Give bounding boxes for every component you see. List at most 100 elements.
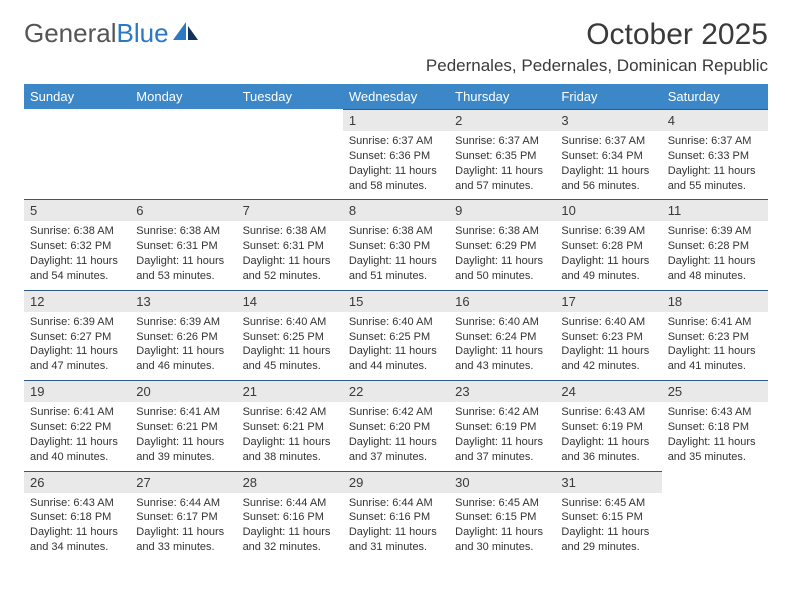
day-sunset: Sunset: 6:25 PM	[349, 330, 443, 345]
day-details: Sunrise: 6:44 AMSunset: 6:16 PMDaylight:…	[343, 493, 449, 561]
day-details: Sunrise: 6:42 AMSunset: 6:20 PMDaylight:…	[343, 402, 449, 470]
day-sunrise: Sunrise: 6:44 AM	[243, 496, 337, 511]
calendar-cell: 6Sunrise: 6:38 AMSunset: 6:31 PMDaylight…	[130, 199, 236, 289]
day-number: 14	[237, 290, 343, 312]
day-number: 13	[130, 290, 236, 312]
day-sunrise: Sunrise: 6:43 AM	[668, 405, 762, 420]
day-number: 5	[24, 199, 130, 221]
calendar-cell: 9Sunrise: 6:38 AMSunset: 6:29 PMDaylight…	[449, 199, 555, 289]
day-number: 4	[662, 109, 768, 131]
day-details: Sunrise: 6:42 AMSunset: 6:19 PMDaylight:…	[449, 402, 555, 470]
day-sunset: Sunset: 6:17 PM	[136, 510, 230, 525]
day-details: Sunrise: 6:44 AMSunset: 6:17 PMDaylight:…	[130, 493, 236, 561]
day-daylight: Daylight: 11 hours and 45 minutes.	[243, 344, 337, 374]
day-sunrise: Sunrise: 6:43 AM	[561, 405, 655, 420]
day-sunrise: Sunrise: 6:41 AM	[30, 405, 124, 420]
day-sunset: Sunset: 6:27 PM	[30, 330, 124, 345]
day-number: 2	[449, 109, 555, 131]
day-number: 10	[555, 199, 661, 221]
day-sunset: Sunset: 6:36 PM	[349, 149, 443, 164]
calendar-cell: 7Sunrise: 6:38 AMSunset: 6:31 PMDaylight…	[237, 199, 343, 289]
day-sunset: Sunset: 6:28 PM	[561, 239, 655, 254]
day-sunrise: Sunrise: 6:42 AM	[243, 405, 337, 420]
day-daylight: Daylight: 11 hours and 43 minutes.	[455, 344, 549, 374]
day-sunset: Sunset: 6:31 PM	[136, 239, 230, 254]
day-daylight: Daylight: 11 hours and 32 minutes.	[243, 525, 337, 555]
weekday-header: Sunday	[24, 84, 130, 109]
day-sunrise: Sunrise: 6:39 AM	[561, 224, 655, 239]
day-details: Sunrise: 6:41 AMSunset: 6:23 PMDaylight:…	[662, 312, 768, 380]
day-daylight: Daylight: 11 hours and 37 minutes.	[455, 435, 549, 465]
day-daylight: Daylight: 11 hours and 37 minutes.	[349, 435, 443, 465]
calendar-table: SundayMondayTuesdayWednesdayThursdayFrid…	[24, 84, 768, 561]
day-number: 1	[343, 109, 449, 131]
day-details: Sunrise: 6:38 AMSunset: 6:31 PMDaylight:…	[130, 221, 236, 289]
calendar-cell: 30Sunrise: 6:45 AMSunset: 6:15 PMDayligh…	[449, 471, 555, 561]
calendar-row: 19Sunrise: 6:41 AMSunset: 6:22 PMDayligh…	[24, 380, 768, 470]
calendar-cell: 25Sunrise: 6:43 AMSunset: 6:18 PMDayligh…	[662, 380, 768, 470]
day-daylight: Daylight: 11 hours and 40 minutes.	[30, 435, 124, 465]
day-number: 3	[555, 109, 661, 131]
day-details: Sunrise: 6:40 AMSunset: 6:25 PMDaylight:…	[237, 312, 343, 380]
day-sunset: Sunset: 6:21 PM	[136, 420, 230, 435]
day-daylight: Daylight: 11 hours and 52 minutes.	[243, 254, 337, 284]
day-number: 26	[24, 471, 130, 493]
calendar-cell: 18Sunrise: 6:41 AMSunset: 6:23 PMDayligh…	[662, 290, 768, 380]
day-details: Sunrise: 6:37 AMSunset: 6:33 PMDaylight:…	[662, 131, 768, 199]
day-sunrise: Sunrise: 6:37 AM	[668, 134, 762, 149]
header: GeneralBlue October 2025 Pedernales, Ped…	[24, 18, 768, 76]
day-details: Sunrise: 6:39 AMSunset: 6:28 PMDaylight:…	[555, 221, 661, 289]
day-details: Sunrise: 6:38 AMSunset: 6:29 PMDaylight:…	[449, 221, 555, 289]
day-daylight: Daylight: 11 hours and 42 minutes.	[561, 344, 655, 374]
day-sunrise: Sunrise: 6:44 AM	[136, 496, 230, 511]
day-sunset: Sunset: 6:24 PM	[455, 330, 549, 345]
day-sunrise: Sunrise: 6:41 AM	[136, 405, 230, 420]
day-sunset: Sunset: 6:32 PM	[30, 239, 124, 254]
calendar-cell: 4Sunrise: 6:37 AMSunset: 6:33 PMDaylight…	[662, 109, 768, 199]
day-daylight: Daylight: 11 hours and 53 minutes.	[136, 254, 230, 284]
day-number: 19	[24, 380, 130, 402]
day-details: Sunrise: 6:44 AMSunset: 6:16 PMDaylight:…	[237, 493, 343, 561]
day-sunrise: Sunrise: 6:42 AM	[349, 405, 443, 420]
day-sunrise: Sunrise: 6:45 AM	[455, 496, 549, 511]
day-details: Sunrise: 6:39 AMSunset: 6:26 PMDaylight:…	[130, 312, 236, 380]
day-sunset: Sunset: 6:29 PM	[455, 239, 549, 254]
day-sunrise: Sunrise: 6:39 AM	[136, 315, 230, 330]
day-details: Sunrise: 6:43 AMSunset: 6:18 PMDaylight:…	[24, 493, 130, 561]
day-daylight: Daylight: 11 hours and 50 minutes.	[455, 254, 549, 284]
day-number: 16	[449, 290, 555, 312]
weekday-header: Wednesday	[343, 84, 449, 109]
day-sunrise: Sunrise: 6:45 AM	[561, 496, 655, 511]
calendar-cell: 15Sunrise: 6:40 AMSunset: 6:25 PMDayligh…	[343, 290, 449, 380]
day-number: 28	[237, 471, 343, 493]
day-details: Sunrise: 6:41 AMSunset: 6:22 PMDaylight:…	[24, 402, 130, 470]
day-details: Sunrise: 6:43 AMSunset: 6:18 PMDaylight:…	[662, 402, 768, 470]
calendar-cell: 27Sunrise: 6:44 AMSunset: 6:17 PMDayligh…	[130, 471, 236, 561]
day-number: 9	[449, 199, 555, 221]
day-number: 31	[555, 471, 661, 493]
day-number: 6	[130, 199, 236, 221]
day-sunset: Sunset: 6:30 PM	[349, 239, 443, 254]
day-sunset: Sunset: 6:19 PM	[455, 420, 549, 435]
weekday-header: Monday	[130, 84, 236, 109]
calendar-cell: 28Sunrise: 6:44 AMSunset: 6:16 PMDayligh…	[237, 471, 343, 561]
day-number: 30	[449, 471, 555, 493]
day-sunset: Sunset: 6:18 PM	[30, 510, 124, 525]
title-block: October 2025 Pedernales, Pedernales, Dom…	[426, 18, 768, 76]
day-sunset: Sunset: 6:15 PM	[455, 510, 549, 525]
weekday-header: Saturday	[662, 84, 768, 109]
day-details: Sunrise: 6:37 AMSunset: 6:36 PMDaylight:…	[343, 131, 449, 199]
calendar-cell	[237, 109, 343, 199]
calendar-body: 1Sunrise: 6:37 AMSunset: 6:36 PMDaylight…	[24, 109, 768, 561]
location: Pedernales, Pedernales, Dominican Republ…	[426, 56, 768, 76]
sail-icon	[173, 18, 199, 49]
calendar-cell	[24, 109, 130, 199]
day-number	[130, 109, 236, 115]
day-daylight: Daylight: 11 hours and 31 minutes.	[349, 525, 443, 555]
day-details: Sunrise: 6:37 AMSunset: 6:35 PMDaylight:…	[449, 131, 555, 199]
day-daylight: Daylight: 11 hours and 51 minutes.	[349, 254, 443, 284]
day-daylight: Daylight: 11 hours and 33 minutes.	[136, 525, 230, 555]
day-number: 18	[662, 290, 768, 312]
day-sunrise: Sunrise: 6:37 AM	[455, 134, 549, 149]
day-number	[24, 109, 130, 115]
